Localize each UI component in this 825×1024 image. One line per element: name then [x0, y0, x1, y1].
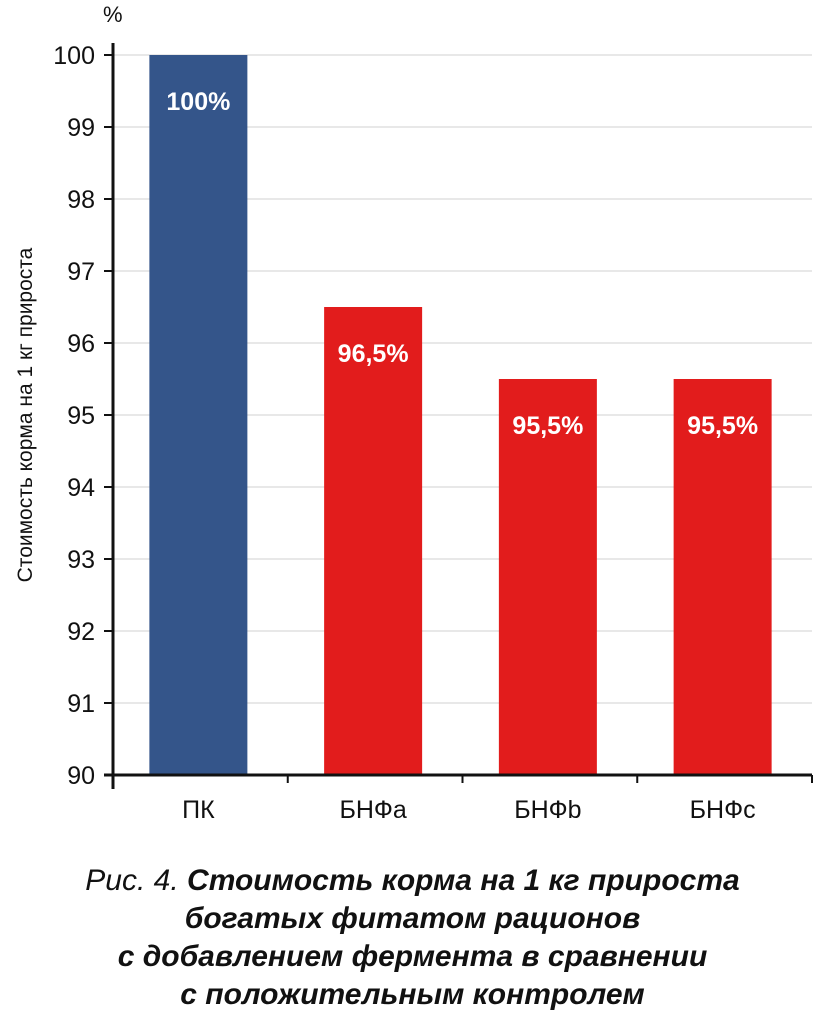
- y-tick-label: 98: [67, 186, 95, 214]
- caption-title-line: богатых фитатом рационов: [184, 902, 641, 935]
- y-tick-label: 92: [67, 618, 95, 646]
- y-tick-labels: 90 91 92 93 94 95 96 97 98 99 100: [53, 42, 95, 790]
- x-tick-labels: ПК БНФa БНФb БНФc: [182, 796, 756, 824]
- bar-chart: 90 91 92 93 94 95 96 97 98 99 100 ПК БНФa БНФb БНФc 1…: [14, 2, 813, 824]
- y-tick-label: 91: [67, 690, 95, 718]
- y-tick-label: 90: [67, 762, 95, 790]
- caption-title-line: с положительным контролем: [180, 978, 645, 1011]
- y-axis-label: Стоимость корма на 1 кг прироста: [14, 247, 37, 582]
- bar: [324, 307, 423, 775]
- caption-title-line: Стоимость корма на 1 кг прироста: [187, 864, 740, 897]
- y-tick-label: 96: [67, 330, 95, 358]
- y-unit-label: %: [103, 2, 123, 27]
- caption-line-1: Рис. 4. Стоимость корма на 1 кг прироста: [20, 862, 805, 900]
- y-tick-label: 95: [67, 402, 95, 430]
- y-tick-label: 97: [67, 258, 95, 286]
- bars: [149, 55, 772, 775]
- bar: [673, 379, 772, 775]
- data-label: 95,5%: [512, 412, 583, 440]
- axes: [104, 43, 813, 789]
- data-label: 96,5%: [338, 340, 409, 368]
- caption-prefix: Рис. 4.: [85, 864, 179, 897]
- y-tick-label: 99: [67, 114, 95, 142]
- data-label: 95,5%: [687, 412, 758, 440]
- data-labels: 100% 96,5% 95,5% 95,5%: [166, 88, 758, 440]
- y-tick-label: 93: [67, 546, 95, 574]
- caption-title-line: с добавлением фермента в сравнении: [117, 940, 708, 973]
- x-tick-label: БНФa: [339, 796, 406, 824]
- y-tick-label: 100: [53, 42, 95, 70]
- x-tick-label: БНФb: [514, 796, 581, 824]
- y-tick-label: 94: [67, 474, 95, 502]
- figure-caption: Рис. 4. Стоимость корма на 1 кг прироста…: [20, 862, 805, 1014]
- x-tick-label: ПК: [182, 796, 215, 824]
- bar: [149, 55, 248, 775]
- x-tick-label: БНФc: [690, 796, 756, 824]
- data-label: 100%: [166, 88, 230, 116]
- bar: [498, 379, 597, 775]
